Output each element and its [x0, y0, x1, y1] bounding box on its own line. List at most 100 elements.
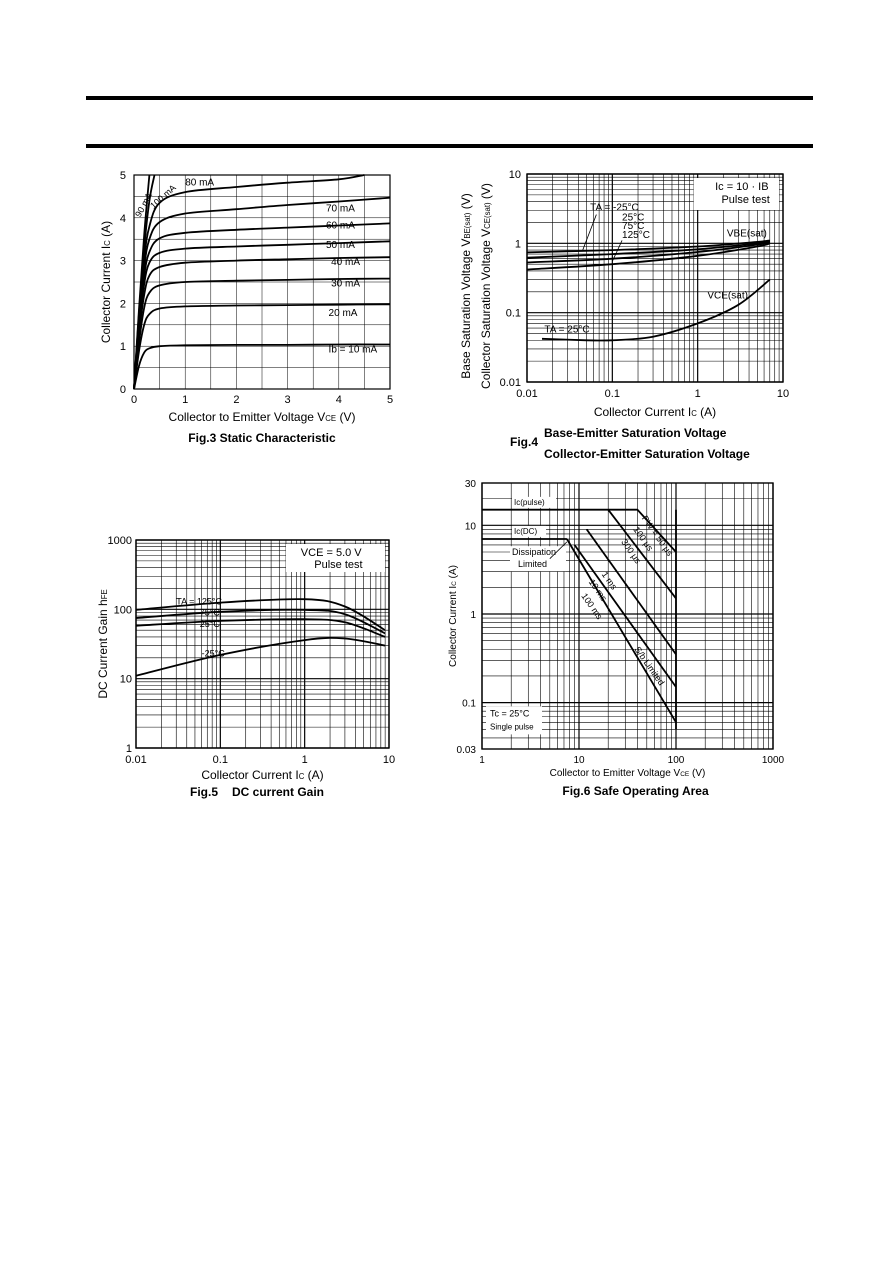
y-tick-label: 10 [120, 674, 132, 686]
curve-label: 20 mA [329, 308, 358, 319]
legend-text: Ic = 10 · IB [715, 181, 769, 193]
curve-10 [133, 174, 151, 390]
x-axis-label: Collector to Emitter Voltage VCE (V) [550, 768, 706, 779]
curve-label: 40 mA [331, 257, 360, 268]
y-tick-label: 0.1 [506, 308, 521, 320]
legend-text: VCE = 5.0 V [301, 547, 363, 559]
y-tick-label: 0 [120, 384, 126, 396]
boundary-3 [608, 508, 677, 553]
curve-2 [526, 240, 770, 259]
pointer-line [611, 240, 623, 262]
pointer-line [582, 214, 597, 251]
x-tick-label: 100 [668, 755, 685, 766]
temp-label: 25°C [622, 212, 644, 223]
curve-1 [526, 239, 770, 254]
label-bg [512, 525, 546, 537]
x-tick-label: 3 [285, 394, 291, 406]
x-tick-label: 0 [131, 394, 137, 406]
y-tick-label: 1 [515, 238, 521, 250]
curve-3 [133, 277, 391, 390]
region-label: Limited [518, 559, 547, 569]
temp-label: 75°C [200, 607, 221, 617]
temp-label: TA = -25°C [590, 202, 639, 213]
x-axis-label: Collector Current IC (A) [594, 405, 716, 419]
boundary-6 [573, 544, 677, 688]
boundary-4 [607, 509, 677, 599]
y-axis-label: DC Current Gain hFE [96, 589, 110, 698]
fig5-dc-current-gain-chart: 0.01 0.1 1 10 1 10 100 1000 VCE = 5.0 V Pulse tes… [96, 532, 406, 800]
curve-3 [526, 241, 770, 264]
curve-label: VCE(sat) [707, 291, 748, 302]
temp-label: 125°C [622, 230, 650, 241]
note-text: Tc = 25°C [490, 708, 530, 718]
plot-frame [133, 174, 391, 390]
x-axis-label: Collector to Emitter Voltage VCE (V) [169, 410, 356, 424]
x-tick-label: 1 [695, 388, 701, 400]
curve-label: 30 mA [331, 278, 360, 289]
legend-box [693, 178, 779, 210]
curve-label: 60 mA [326, 221, 355, 232]
label-bg [510, 546, 566, 572]
curve-4 [526, 242, 771, 271]
figure-caption: Fig.6 Safe Operating Area [562, 784, 709, 798]
curve-1 [135, 598, 386, 631]
x-tick-label: 0.01 [516, 388, 537, 400]
top-rule [86, 96, 813, 100]
x-tick-label: 10 [573, 755, 585, 766]
note-box [486, 706, 542, 735]
curve-2 [135, 608, 386, 635]
y-tick-label: 0.1 [462, 699, 476, 710]
fig4-saturation-voltage-chart: 0.01 0.1 1 10 0.01 0.1 1 10 Ic = 10 · IB Pulse te… [438, 160, 794, 470]
x-tick-label: 0.1 [605, 388, 620, 400]
x-tick-label: 5 [387, 394, 393, 406]
curve-label: 70 mA [326, 203, 355, 214]
plot-frame [526, 173, 784, 383]
x-tick-label: 0.1 [213, 754, 228, 766]
y-tick-label: 1000 [108, 535, 132, 547]
x-tick-label: 10 [777, 388, 789, 400]
figure-caption: Collector-Emitter Saturation Voltage [544, 447, 750, 461]
y-tick-label: 4 [120, 213, 126, 225]
curve-label: TA = 25°C [544, 324, 589, 335]
y-axis-label: Collector Current IC (A) [448, 565, 459, 667]
y-tick-label: 0.01 [500, 377, 521, 389]
temp-label: -25°C [202, 648, 226, 658]
x-tick-label: 1 [182, 394, 188, 406]
curve-4 [135, 636, 386, 677]
curve-label: 80 mA [185, 178, 214, 189]
region-label: Dissipation [512, 547, 556, 557]
curve-3 [135, 618, 386, 638]
figure-caption-number: Fig.4 [510, 435, 538, 449]
boundary-5 [585, 528, 677, 655]
legend-text: Pulse test [721, 194, 769, 206]
figure-caption: DC current Gain [232, 785, 324, 799]
region-label: Ic(pulse) [514, 498, 545, 507]
y-tick-label: 1 [126, 743, 132, 755]
y-axis-label-inner: Base Saturation Voltage VBE(sat) (V) [459, 193, 473, 378]
y-tick-label: 5 [120, 170, 126, 182]
y-axis-label: Collector Current IC (A) [99, 221, 113, 343]
x-tick-label: 1000 [762, 755, 785, 766]
x-tick-label: 1 [479, 755, 485, 766]
figure-caption: Base-Emitter Saturation Voltage [544, 426, 727, 440]
legend-text: Pulse test [314, 559, 362, 571]
y-tick-label: 2 [120, 298, 126, 310]
section-rule [86, 144, 813, 148]
figure-caption: Fig.3 Static Characteristic [188, 431, 336, 445]
curve-2 [133, 303, 391, 390]
y-tick-label: 100 [114, 604, 132, 616]
x-tick-label: 0.01 [125, 754, 146, 766]
temp-label: TA = 125°C [176, 596, 222, 606]
x-axis-label: Collector Current IC (A) [201, 768, 323, 782]
plot-frame [135, 539, 390, 749]
y-tick-label: 0.03 [457, 745, 477, 756]
pointer-line [549, 541, 568, 559]
y-tick-label: 10 [509, 169, 521, 181]
region-label: Ic(DC) [514, 527, 537, 536]
curve-label: Ib = 10 mA [329, 345, 378, 356]
fig6-safe-operating-area-chart: 1 10 100 1000 0.03 0.1 1 10 30 Ic(pulse) Ic(DC) Dis… [440, 477, 790, 802]
label-bg [512, 496, 556, 508]
curve-label: VBE(sat) [727, 229, 767, 240]
figure-caption-number: Fig.5 [190, 785, 218, 799]
temp-label: 25°C [200, 619, 221, 629]
